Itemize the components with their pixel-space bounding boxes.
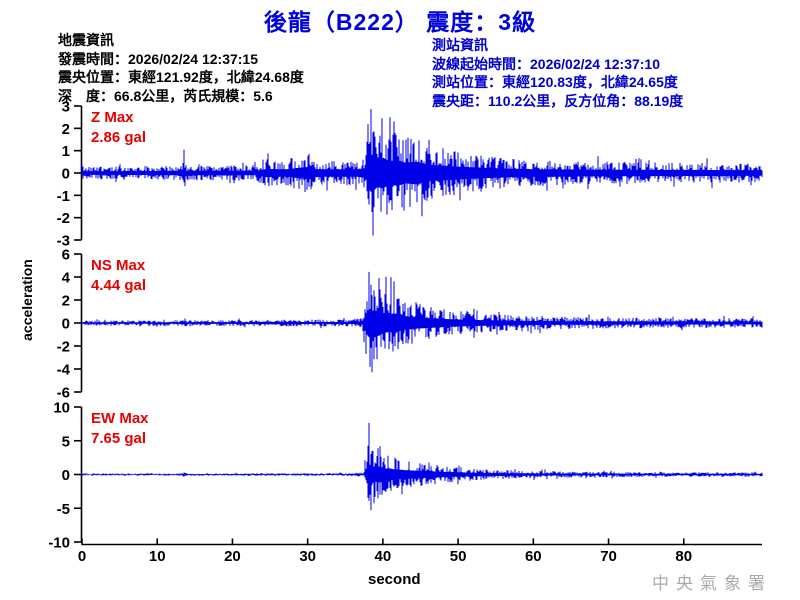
y-tick-label: 10 [53,400,70,417]
epicenter-location-line: 震央位置：東經121.92度，北緯24.68度 [58,69,304,85]
x-tick-label: 70 [600,548,617,565]
y-tick-label: -5 [57,501,70,518]
station-info-heading: 測站資訊 [432,37,488,53]
y-tick-label: 3 [62,99,70,116]
depth-magnitude-line: 深 度：66.8公里，芮氏規模：5.6 [58,87,273,104]
channel-z-max-value: 2.86 gal [91,129,147,146]
x-tick-label: 80 [675,548,692,565]
x-tick-label: 20 [224,548,241,565]
y-tick-label: -2 [57,339,70,356]
waveform-ew [81,422,763,511]
y-tick-label: -10 [48,535,70,552]
y-tick-label: 2 [62,293,70,310]
channel-ew-name: EW Max [91,410,149,427]
page-title: 後龍（B222） 震度：3級 [263,9,537,35]
y-tick-label: 0 [62,316,70,333]
station-location-line: 測站位置：東經120.83度，北緯24.65度 [432,74,678,90]
waveform-ns [81,271,763,373]
y-tick-label: -4 [57,362,71,379]
y-tick-label: -1 [57,188,70,205]
x-tick-label: 0 [78,548,86,565]
origin-time-line: 發震時間：2026/02/24 12:37:15 [58,50,258,67]
x-tick-label: 10 [149,548,166,565]
earthquake-info-heading: 地震資訊 [58,32,114,48]
channel-z-name: Z Max [91,109,134,126]
y-tick-label: 5 [62,433,70,450]
x-tick-label: 50 [450,548,467,565]
x-axis-label: second [368,571,421,588]
station-info-block: 測站資訊 波線起始時間：2026/02/24 12:37:10 測站位置：東經1… [432,36,683,110]
epicentral-distance-line: 震央距：110.2公里，反方位角：88.19度 [432,92,684,109]
channel-ns-name: NS Max [91,257,146,274]
x-tick-label: 60 [525,548,542,565]
y-tick-label: -3 [57,233,70,250]
y-tick-label: 0 [62,166,70,183]
y-tick-label: 4 [62,270,71,287]
channel-ew-max-label: EW Max 7.65 gal [91,409,149,449]
y-tick-label: 6 [62,247,70,264]
channel-z-max-label: Z Max 2.86 gal [91,108,146,148]
waveform-z [81,109,763,236]
x-tick-label: 40 [375,548,392,565]
channel-ns-max-label: NS Max 4.44 gal [91,256,146,296]
earthquake-info-block: 地震資訊 發震時間：2026/02/24 12:37:15 震央位置：東經121… [58,31,304,105]
wave-start-time-line: 波線起始時間：2026/02/24 12:37:10 [432,55,660,72]
channel-ew-max-value: 7.65 gal [91,430,147,447]
y-tick-label: -6 [57,385,70,402]
x-tick-label: 30 [299,548,316,565]
agency-watermark: 中央氣象署 [652,574,772,593]
y-tick-label: 1 [62,143,70,160]
y-tick-label: 2 [62,121,70,138]
channel-ns-max-value: 4.44 gal [91,277,147,294]
y-tick-label: 0 [62,467,70,484]
y-tick-label: -2 [57,210,70,227]
